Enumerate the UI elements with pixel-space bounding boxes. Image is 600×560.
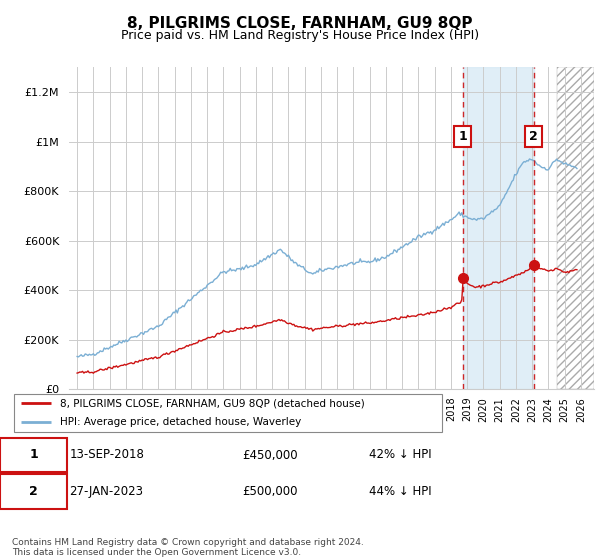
Text: 8, PILGRIMS CLOSE, FARNHAM, GU9 8QP (detached house): 8, PILGRIMS CLOSE, FARNHAM, GU9 8QP (det… [59,398,364,408]
Text: 42% ↓ HPI: 42% ↓ HPI [369,449,432,461]
Text: £450,000: £450,000 [242,449,298,461]
Text: 1: 1 [29,449,38,461]
FancyBboxPatch shape [14,394,442,432]
Text: Contains HM Land Registry data © Crown copyright and database right 2024.
This d: Contains HM Land Registry data © Crown c… [12,538,364,557]
Text: 2: 2 [29,485,38,498]
Text: 1: 1 [458,130,467,143]
Bar [557,67,594,389]
Text: 13-SEP-2018: 13-SEP-2018 [70,449,145,461]
FancyBboxPatch shape [1,438,67,472]
Text: HPI: Average price, detached house, Waverley: HPI: Average price, detached house, Wave… [59,417,301,427]
Text: 8, PILGRIMS CLOSE, FARNHAM, GU9 8QP: 8, PILGRIMS CLOSE, FARNHAM, GU9 8QP [127,16,473,31]
Text: 44% ↓ HPI: 44% ↓ HPI [369,485,432,498]
Text: Price paid vs. HM Land Registry's House Price Index (HPI): Price paid vs. HM Land Registry's House … [121,29,479,42]
Text: 2: 2 [529,130,538,143]
Text: 27-JAN-2023: 27-JAN-2023 [70,485,143,498]
Text: £500,000: £500,000 [242,485,298,498]
Bar [463,67,533,389]
FancyBboxPatch shape [1,474,67,508]
